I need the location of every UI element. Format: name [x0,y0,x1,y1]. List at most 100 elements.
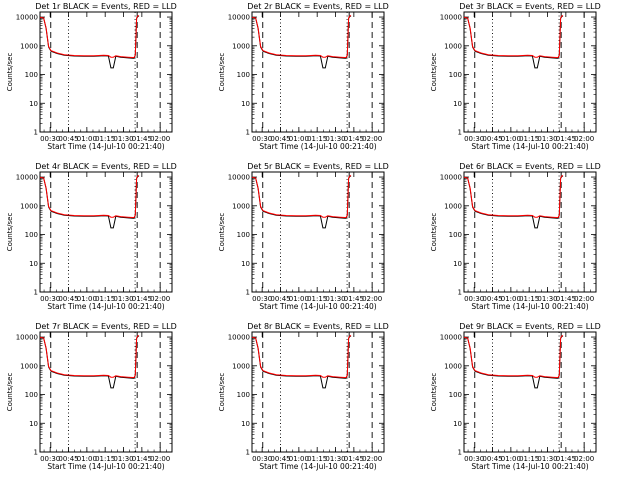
x-tick-label: 02:00 [150,455,170,463]
plot-frame [39,11,173,133]
series-events [39,175,140,229]
plot-frame [463,331,597,453]
x-tick-label: 01:30 [537,135,557,143]
x-tick-label: 01:00 [77,135,97,143]
series-lld [39,335,140,378]
panel-det-3r: Det 3r BLACK = Events, RED = LLD 1 10 100 10… [430,2,601,151]
x-tick-label: 01:30 [325,135,345,143]
y-tick-label: 10000 [228,174,250,182]
y-tick-label: 100 [237,231,250,239]
x-tick-label: 01:15 [519,135,539,143]
y-tick-label: 100 [237,71,250,79]
x-tick-label: 00:45 [270,455,290,463]
x-tick-label: 01:30 [537,295,557,303]
x-axis-label: Start Time (14-Jul-10 00:21:40) [47,302,164,311]
y-tick-label: 1000 [444,42,462,50]
series-events [463,15,564,69]
y-tick-label: 10000 [440,334,462,342]
y-tick-label: 1 [34,129,38,137]
plot-frame [463,171,597,293]
series-events [39,15,140,69]
x-tick-label: 01:45 [132,455,152,463]
y-tick-label: 10 [453,420,462,428]
panel-title: Det 5r BLACK = Events, RED = LLD [247,162,389,171]
y-tick-label: 100 [237,391,250,399]
x-tick-label: 01:45 [556,455,576,463]
plot-frame [39,171,173,293]
x-tick-label: 01:15 [95,455,115,463]
x-tick-label: 01:00 [289,135,309,143]
x-axis-label: Start Time (14-Jul-10 00:21:40) [471,462,588,471]
panel-title: Det 3r BLACK = Events, RED = LLD [459,2,601,11]
y-tick-label: 100 [449,231,462,239]
series-lld [39,175,140,218]
y-tick-label: 10000 [228,14,250,22]
series-events [463,175,564,229]
series-lld [463,175,564,218]
y-tick-label: 10 [29,100,38,108]
plot-frame [39,331,173,453]
x-tick-label: 00:45 [58,135,78,143]
y-tick-label: 100 [449,71,462,79]
y-tick-label: 1 [34,449,38,457]
x-tick-label: 01:15 [519,295,539,303]
y-axis-label: Counts/sec [6,53,14,92]
x-tick-label: 00:30 [40,135,60,143]
x-tick-label: 02:00 [150,135,170,143]
y-tick-label: 1000 [232,362,250,370]
y-tick-label: 1000 [444,202,462,210]
x-tick-label: 01:45 [344,135,364,143]
x-tick-label: 02:00 [574,135,594,143]
series-lld [251,15,352,58]
y-tick-label: 10 [241,420,250,428]
series-events [463,335,564,389]
panel-title: Det 6r BLACK = Events, RED = LLD [459,162,601,171]
y-axis-label: Counts/sec [218,213,226,252]
x-tick-label: 01:30 [537,455,557,463]
x-tick-label: 00:45 [482,455,502,463]
x-axis-label: Start Time (14-Jul-10 00:21:40) [47,142,164,151]
x-tick-label: 00:45 [270,135,290,143]
x-tick-label: 01:00 [501,295,521,303]
x-tick-label: 01:00 [501,135,521,143]
x-tick-label: 00:30 [252,135,272,143]
x-tick-label: 01:15 [307,135,327,143]
x-axis-label: Start Time (14-Jul-10 00:21:40) [47,462,164,471]
panel-title: Det 1r BLACK = Events, RED = LLD [35,2,177,11]
y-tick-label: 1000 [232,42,250,50]
y-tick-label: 10 [29,260,38,268]
x-tick-label: 01:45 [556,295,576,303]
panel-title: Det 2r BLACK = Events, RED = LLD [247,2,389,11]
x-tick-label: 00:30 [252,295,272,303]
x-tick-label: 02:00 [362,295,382,303]
x-tick-label: 01:15 [95,295,115,303]
y-tick-label: 10000 [440,14,462,22]
y-tick-label: 10000 [440,174,462,182]
x-axis-label: Start Time (14-Jul-10 00:21:40) [259,462,376,471]
y-tick-label: 100 [449,391,462,399]
x-tick-label: 00:30 [464,295,484,303]
panel-det-4r: Det 4r BLACK = Events, RED = LLD 1 10 100 10… [6,162,177,311]
x-tick-label: 01:45 [132,295,152,303]
panel-title: Det 7r BLACK = Events, RED = LLD [35,322,177,331]
x-tick-label: 01:30 [113,295,133,303]
y-tick-label: 10 [29,420,38,428]
series-events [39,335,140,389]
x-axis-label: Start Time (14-Jul-10 00:21:40) [259,142,376,151]
x-tick-label: 00:45 [482,295,502,303]
y-tick-label: 1 [246,129,250,137]
plot-frame [251,11,385,133]
y-tick-label: 10000 [16,334,38,342]
y-tick-label: 100 [25,231,38,239]
x-tick-label: 00:45 [58,295,78,303]
y-tick-label: 1 [458,449,462,457]
x-tick-label: 00:45 [58,455,78,463]
x-tick-label: 01:30 [113,135,133,143]
y-tick-label: 100 [25,391,38,399]
x-tick-label: 01:00 [77,455,97,463]
series-lld [251,335,352,378]
x-tick-label: 01:00 [289,455,309,463]
y-tick-label: 1000 [20,42,38,50]
x-tick-label: 01:45 [556,135,576,143]
y-tick-label: 1000 [20,362,38,370]
